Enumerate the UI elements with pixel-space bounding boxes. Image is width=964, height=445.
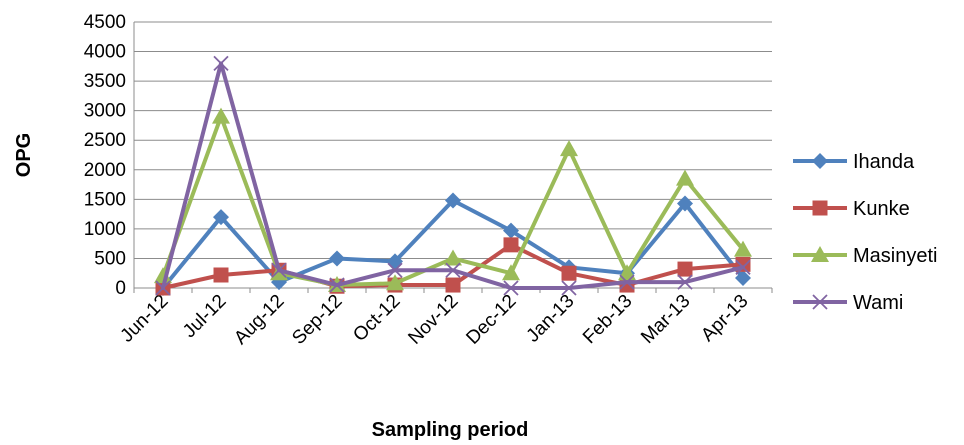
x-marker-stroke (445, 262, 461, 278)
data-point (503, 280, 519, 296)
data-point (444, 249, 462, 266)
data-point (812, 294, 828, 310)
data-point (560, 140, 578, 157)
series-lines (154, 55, 752, 296)
data-point (213, 55, 229, 72)
y-tick-label: 3000 (84, 101, 126, 122)
x-tick-label: Apr-13 (697, 291, 752, 346)
data-point (812, 200, 828, 216)
x-tick-label: Mar-13 (637, 291, 694, 348)
data-point (735, 259, 751, 275)
y-axis-title: OPG (13, 133, 35, 177)
data-point (503, 222, 519, 239)
x-marker-stroke (561, 280, 577, 296)
y-tick-label: 500 (94, 248, 126, 269)
data-point (677, 195, 693, 212)
x-tick-label: Aug-12 (230, 291, 288, 349)
x-marker-stroke (213, 55, 229, 72)
data-point (154, 267, 172, 284)
y-tick-label: 1000 (84, 219, 126, 240)
x-marker-stroke (677, 274, 693, 290)
data-point (386, 274, 404, 291)
legend-label: Wami (853, 292, 903, 314)
data-point (561, 280, 577, 296)
data-point (155, 280, 171, 296)
x-tick-label: Sep-12 (288, 291, 346, 349)
series-line (161, 198, 745, 290)
legend-item: Kunke (793, 198, 910, 220)
data-point (618, 264, 636, 281)
y-tick-label: 4500 (84, 12, 126, 33)
x-marker-stroke (812, 294, 828, 310)
x-marker-stroke (735, 259, 751, 275)
data-point (734, 240, 752, 257)
data-point (619, 274, 635, 290)
x-marker-stroke (271, 262, 287, 278)
data-point (329, 277, 345, 293)
data-point (271, 262, 287, 278)
x-marker-stroke (619, 274, 635, 290)
data-point (213, 209, 229, 226)
x-tick-label: Oct-12 (349, 291, 404, 346)
x-tick-label: Dec-12 (462, 291, 520, 349)
data-point (561, 265, 577, 281)
data-point (811, 246, 829, 262)
data-point (812, 153, 828, 169)
legend: Ihanda Kunke Masinyeti Wami (793, 151, 937, 314)
axes: 0 500 1000 1500 2000 2500 3000 3500 4000 4500 Jun-… (84, 12, 773, 349)
data-point (503, 237, 519, 253)
data-point (213, 267, 229, 283)
data-point (445, 277, 461, 293)
legend-item: Masinyeti (793, 245, 937, 267)
data-point (445, 262, 461, 278)
legend-label: Kunke (853, 198, 910, 220)
y-tick-label: 0 (115, 278, 126, 299)
x-tick-label: Nov-12 (404, 291, 462, 349)
series-wami (155, 55, 751, 296)
legend-label: Ihanda (853, 151, 915, 173)
data-point (329, 250, 345, 267)
legend-item: Wami (793, 292, 903, 314)
y-tick-label: 4000 (84, 42, 126, 63)
legend-item: Ihanda (793, 151, 915, 173)
y-tick-label: 1500 (84, 189, 126, 210)
data-point (677, 274, 693, 290)
data-point (677, 261, 693, 277)
x-axis-title: Sampling period (372, 419, 529, 441)
legend-label: Masinyeti (853, 245, 937, 267)
data-point (735, 269, 751, 286)
data-point (502, 264, 520, 281)
data-point (445, 192, 461, 209)
data-point (676, 169, 694, 186)
x-tick-label: Jan-13 (523, 291, 579, 347)
x-tick-label: Feb-13 (579, 291, 636, 348)
y-tick-label: 2500 (84, 130, 126, 151)
x-tick-label: Jun-12 (117, 291, 173, 347)
x-marker-stroke (155, 280, 171, 296)
x-marker-stroke (329, 277, 345, 293)
data-point (212, 107, 230, 124)
y-tick-label: 2000 (84, 160, 126, 181)
x-tick-label: Jul-12 (179, 291, 230, 342)
x-marker-stroke (503, 280, 519, 296)
y-tick-label: 3500 (84, 71, 126, 92)
data-point (387, 262, 403, 278)
x-marker-stroke (387, 262, 403, 278)
